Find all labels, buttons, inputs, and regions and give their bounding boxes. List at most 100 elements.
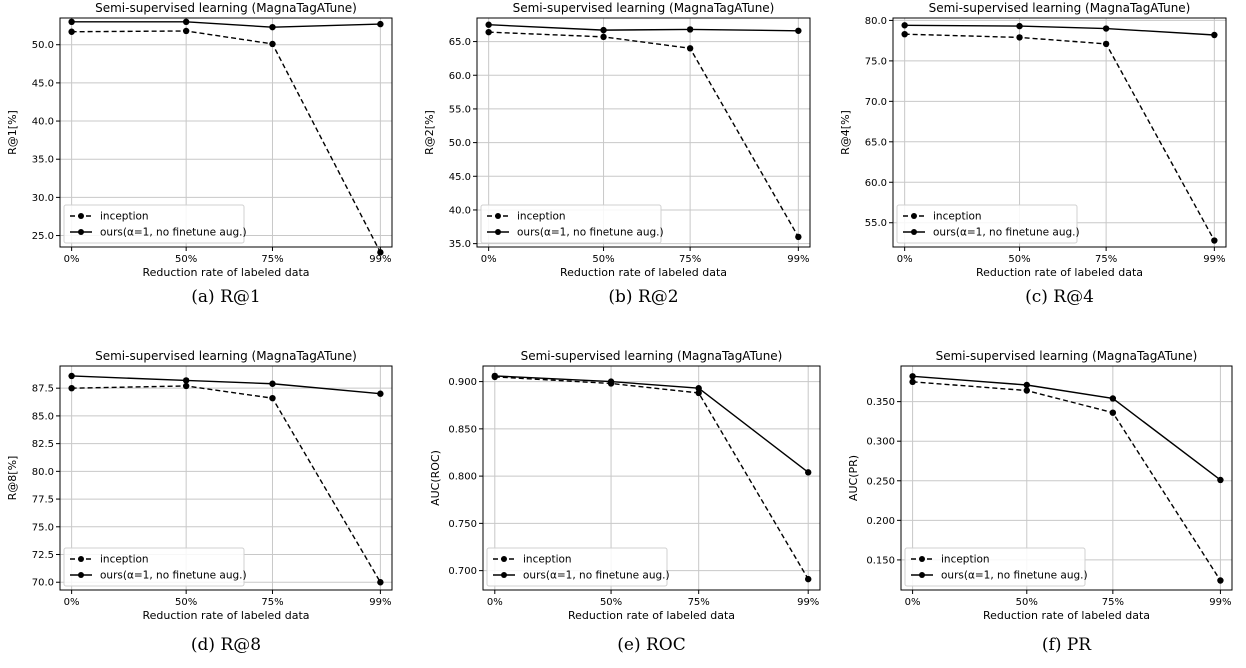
x-tick-label: 75% — [1102, 597, 1124, 608]
y-tick-label: 0.750 — [448, 519, 477, 530]
y-axis-label: R@4[%] — [839, 110, 852, 155]
data-point-inception — [1023, 387, 1030, 394]
legend-marker — [911, 229, 917, 235]
series-line-inception — [488, 31, 799, 238]
data-point-ours — [607, 378, 615, 385]
x-tick-label: 75% — [679, 254, 701, 265]
data-point-inception — [901, 30, 908, 38]
x-axis-label: Reduction rate of labeled data — [976, 266, 1143, 279]
data-point-inception — [795, 233, 802, 241]
y-tick-label: 82.5 — [32, 439, 54, 450]
series-line-inception — [71, 385, 381, 583]
legend — [63, 204, 245, 244]
y-tick-label: 35.0 — [449, 239, 471, 250]
x-tick-label: 99% — [1209, 597, 1231, 608]
legend-marker — [78, 572, 84, 578]
x-tick-label: 75% — [261, 597, 283, 608]
x-tick-label: 0% — [487, 597, 503, 608]
data-point-ours — [600, 26, 607, 34]
legend — [63, 547, 245, 587]
legend-marker — [919, 572, 925, 578]
legend-label: ours(α=1, no finetune aug.) — [517, 227, 664, 239]
data-point-inception — [600, 33, 607, 41]
x-tick-label: 0% — [481, 254, 497, 265]
y-tick-label: 50.0 — [449, 138, 471, 149]
panel-caption: (e) ROC — [617, 635, 685, 655]
legend — [480, 204, 662, 244]
data-point-inception — [182, 382, 190, 390]
y-tick-label: 77.5 — [32, 495, 54, 506]
y-tick-label: 70.0 — [865, 97, 887, 108]
data-point-ours — [491, 372, 498, 380]
y-axis-label: R@1[%] — [6, 110, 19, 155]
panel-caption: (f) PR — [1042, 635, 1092, 655]
data-point-ours — [377, 20, 384, 28]
y-tick-label: 50.0 — [32, 40, 54, 51]
x-axis-label: Reduction rate of labeled data — [983, 609, 1150, 622]
chart-panel-d: 70.0 72.5 75.0 77.5 80.0 82.5 85.0 87.5 0% 50% 75%… — [6, 349, 393, 655]
data-point-inception — [485, 28, 492, 36]
chart-panel-f: 0.150 0.200 0.250 0.300 0.350 0% 50% 75% 99% Semi… — [847, 349, 1233, 655]
panel-caption: (b) R@2 — [608, 287, 678, 307]
y-tick-label: 70.0 — [32, 578, 54, 589]
chart-panel-c: 55.0 60.0 65.0 70.0 75.0 80.0 0% 50% 75% 99% Semi-… — [839, 1, 1227, 307]
y-tick-label: 87.5 — [32, 384, 54, 395]
chart-panel-a: 25.0 30.0 35.0 40.0 45.0 50.0 0% 50% 75% 99% Semi-… — [6, 1, 393, 307]
y-tick-label: 65.0 — [449, 37, 471, 48]
y-tick-label: 40.0 — [32, 117, 54, 128]
chart-title: Semi-supervised learning (MagnaTagATune) — [521, 349, 783, 363]
y-tick-label: 65.0 — [865, 137, 887, 148]
x-tick-label: 75% — [1095, 254, 1117, 265]
y-tick-label: 45.0 — [32, 78, 54, 89]
x-axis-label: Reduction rate of labeled data — [142, 609, 309, 622]
legend-label: ours(α=1, no finetune aug.) — [100, 227, 247, 239]
x-tick-label: 50% — [1008, 254, 1030, 265]
x-tick-label: 50% — [592, 254, 614, 265]
x-tick-label: 99% — [369, 597, 391, 608]
data-point-inception — [686, 45, 694, 52]
x-tick-label: 50% — [175, 254, 197, 265]
data-point-ours — [909, 373, 916, 380]
series-line-inception — [904, 33, 1215, 241]
data-point-ours — [805, 469, 812, 476]
panel-caption: (a) R@1 — [191, 287, 260, 307]
data-point-ours — [1109, 395, 1117, 402]
legend-marker — [78, 229, 84, 235]
data-point-ours — [1102, 25, 1110, 32]
plot-frame — [59, 365, 393, 591]
legend-marker — [501, 572, 507, 578]
legend-marker — [501, 556, 507, 562]
legend-marker — [495, 213, 501, 219]
data-point-ours — [1211, 31, 1218, 39]
legend-label: inception — [933, 211, 982, 223]
data-point-inception — [377, 579, 384, 586]
legend-label: ours(α=1, no finetune aug.) — [523, 570, 670, 582]
panel-caption: (d) R@8 — [191, 635, 261, 655]
data-point-ours — [1023, 381, 1030, 389]
y-tick-label: 0.700 — [448, 566, 477, 577]
y-tick-label: 60.0 — [865, 178, 887, 189]
chart-title: Semi-supervised learning (MagnaTagATune) — [936, 349, 1198, 363]
y-tick-label: 0.900 — [448, 377, 477, 388]
y-tick-label: 85.0 — [32, 411, 54, 422]
x-tick-label: 99% — [1203, 254, 1225, 265]
legend-label: inception — [941, 554, 990, 566]
y-tick-label: 25.0 — [32, 231, 54, 242]
y-tick-label: 0.150 — [866, 555, 895, 566]
x-axis-label: Reduction rate of labeled data — [568, 609, 735, 622]
legend-marker — [78, 556, 84, 562]
chart-title: Semi-supervised learning (MagnaTagATune) — [95, 349, 357, 363]
data-point-ours — [269, 380, 276, 387]
x-tick-label: 0% — [64, 597, 80, 608]
series-line-inception — [494, 376, 809, 580]
y-tick-label: 80.0 — [32, 467, 54, 478]
data-point-inception — [1016, 34, 1023, 41]
data-point-inception — [909, 378, 916, 386]
plot-frame — [900, 365, 1233, 591]
data-point-ours — [695, 385, 702, 392]
data-point-inception — [68, 28, 75, 35]
legend-label: ours(α=1, no finetune aug.) — [941, 570, 1088, 582]
data-point-inception — [182, 27, 190, 35]
plot-frame — [892, 17, 1227, 248]
